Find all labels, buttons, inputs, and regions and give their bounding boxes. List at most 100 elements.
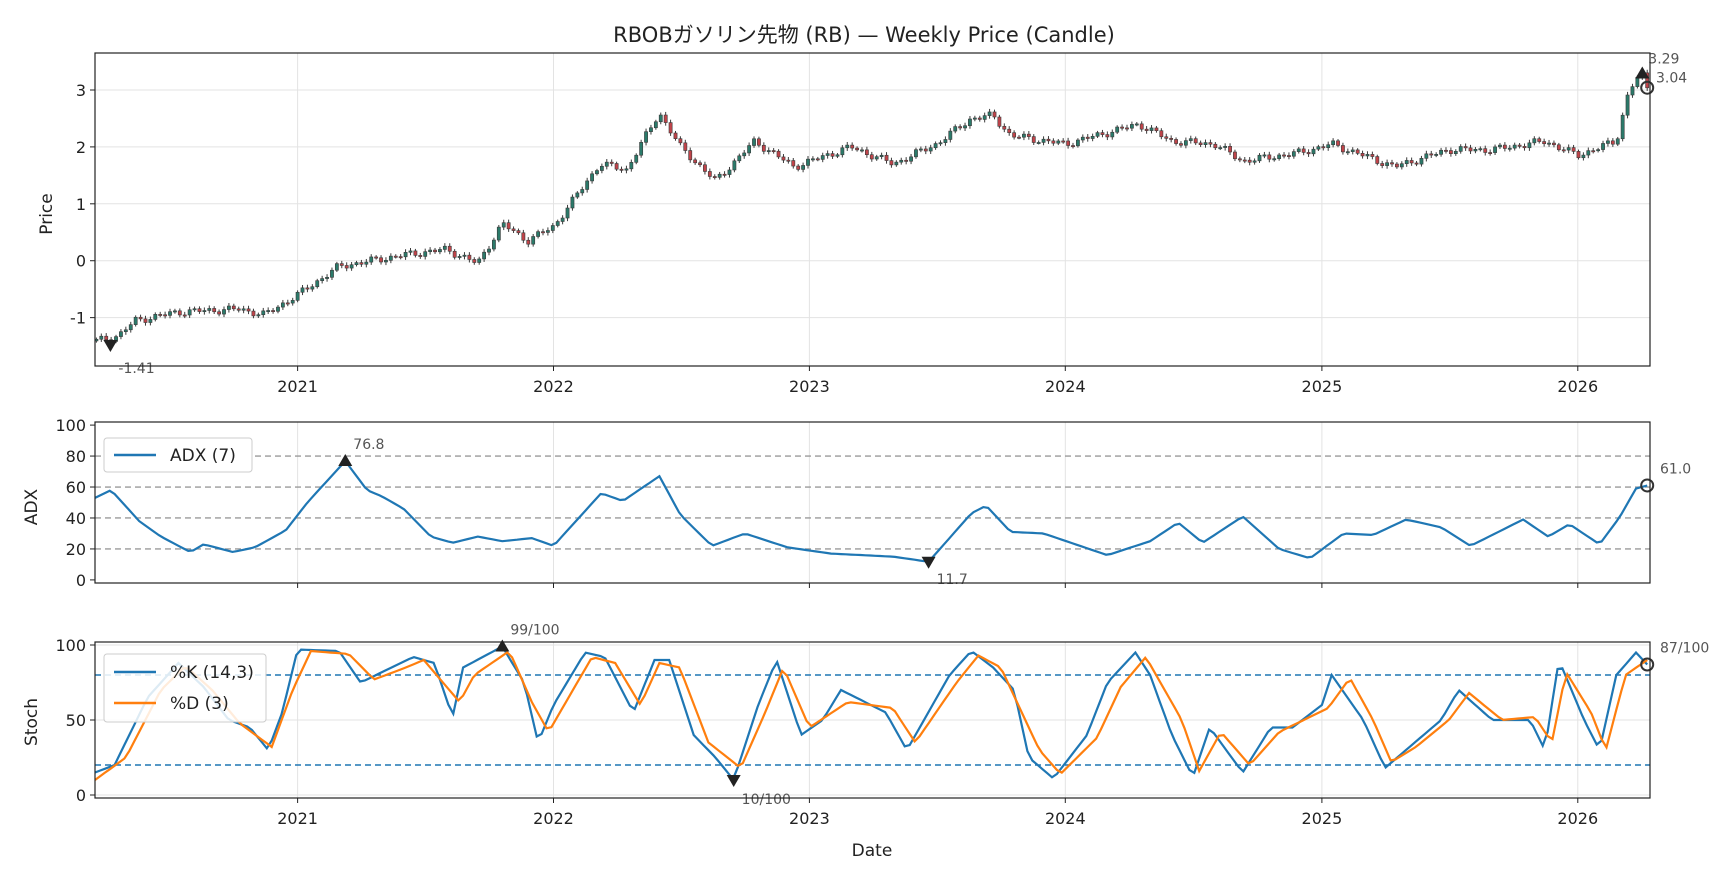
candle-body	[153, 314, 158, 320]
candle	[217, 309, 221, 317]
candle	[526, 237, 531, 248]
candle-body	[1615, 138, 1620, 145]
candle-body	[1061, 140, 1066, 143]
candle	[423, 248, 428, 260]
candle	[153, 312, 158, 322]
candle	[884, 152, 889, 164]
candle	[1007, 126, 1012, 136]
candle	[1493, 144, 1497, 155]
candle	[1228, 143, 1232, 156]
candle-body	[580, 189, 585, 194]
candle-body	[266, 310, 271, 312]
candle-body	[1237, 158, 1242, 161]
candle-body	[138, 316, 143, 320]
candle-body	[217, 311, 221, 315]
candle-body	[384, 260, 388, 263]
candle	[1031, 134, 1036, 146]
candle	[1488, 149, 1493, 156]
candle	[1591, 147, 1596, 154]
candle-body	[889, 160, 894, 166]
candle-body	[1385, 162, 1389, 166]
candle	[1115, 125, 1120, 135]
candle	[575, 191, 580, 199]
adx-max-label: 76.8	[353, 437, 384, 453]
price-ytick-label-3: 3	[76, 81, 86, 100]
candle-body	[796, 165, 801, 170]
candle	[796, 164, 801, 172]
stoch-k-line	[94, 645, 1649, 782]
candle-body	[742, 152, 747, 157]
candle	[1345, 148, 1350, 156]
candle-body	[222, 309, 226, 315]
candle-body	[1439, 149, 1443, 155]
candle-body	[703, 164, 707, 172]
candle-body	[305, 287, 310, 290]
candle-body	[555, 221, 560, 226]
candle	[619, 166, 624, 173]
candle	[698, 160, 702, 168]
candle-body	[1198, 142, 1203, 145]
candle	[192, 306, 197, 312]
candle-body	[531, 236, 536, 245]
adx-max-marker	[338, 454, 353, 467]
adx-ticks: 0 20 40 60 80 100	[55, 416, 1579, 590]
candle	[482, 249, 486, 262]
candle-body	[1306, 152, 1311, 155]
candle	[864, 146, 869, 158]
candle-body	[1561, 149, 1566, 152]
candle	[177, 308, 182, 318]
candle	[1316, 144, 1321, 152]
candle-body	[575, 192, 580, 198]
adx-last-marker	[1640, 478, 1655, 493]
candle	[1365, 151, 1370, 160]
price-max-marker	[1635, 66, 1650, 79]
candle-body	[747, 145, 752, 154]
candle	[236, 306, 241, 313]
candle-body	[938, 142, 943, 145]
candle-body	[1434, 154, 1439, 156]
candle	[855, 146, 859, 152]
candle	[909, 153, 913, 165]
candle	[325, 274, 329, 282]
candle	[501, 219, 506, 231]
candle	[1498, 142, 1502, 150]
candle-body	[516, 230, 521, 234]
candle	[1434, 152, 1439, 158]
candle	[1473, 147, 1478, 154]
candle-body	[550, 225, 555, 231]
candle	[138, 314, 143, 322]
candle	[1252, 158, 1257, 165]
candle	[511, 226, 516, 233]
candle-body	[452, 250, 457, 258]
candle-body	[1586, 150, 1591, 156]
candle-body	[644, 131, 648, 143]
candle	[1169, 135, 1174, 143]
candle-body	[963, 125, 967, 129]
candle-body	[442, 245, 447, 250]
candle-body	[231, 305, 236, 310]
d-legend-label: %D (3)	[170, 694, 229, 714]
candle	[1625, 91, 1630, 119]
candle-body	[536, 231, 540, 237]
candle	[1233, 149, 1237, 162]
candle	[1380, 160, 1385, 169]
candle-body	[202, 310, 207, 312]
candle	[835, 153, 840, 159]
candle-body	[133, 316, 138, 325]
candle-body	[227, 305, 231, 310]
candle-body	[521, 232, 526, 241]
candle-body	[1085, 136, 1090, 139]
price-candles	[94, 69, 1650, 345]
candle-body	[403, 252, 408, 258]
candle	[418, 252, 423, 259]
adx-annotations: 76.8 11.7 61.0	[338, 437, 1691, 588]
candle	[1429, 150, 1434, 158]
candle	[271, 308, 275, 314]
candle	[1375, 154, 1380, 166]
candle	[462, 252, 467, 260]
candle-body	[163, 314, 168, 317]
candle	[339, 260, 344, 269]
candle	[1120, 124, 1124, 131]
candle-body	[590, 173, 594, 182]
k-legend-label: %K (14,3)	[170, 663, 254, 683]
